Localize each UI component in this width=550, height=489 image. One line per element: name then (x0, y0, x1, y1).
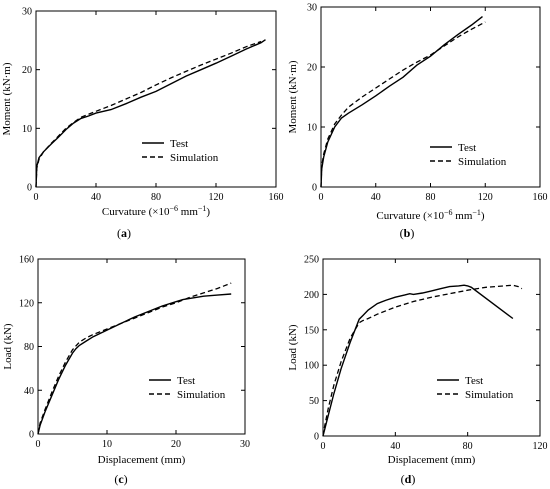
y-tick-label: 0 (312, 183, 317, 194)
y-axis-label: Load (kN) (287, 324, 299, 370)
x-tick-label: 40 (91, 192, 101, 203)
x-tick-label: 10 (102, 439, 112, 450)
caption-letter: c (118, 472, 124, 486)
x-tick-label: 20 (171, 439, 181, 450)
legend-label: Simulation (465, 389, 514, 401)
x-axis-label-part: mm (453, 210, 473, 222)
legend-label: Test (465, 375, 483, 387)
x-axis-label-part: −1 (198, 204, 207, 213)
series-line-test (37, 293, 232, 435)
x-axis-label-part: mm (178, 206, 198, 218)
x-axis-label: Curvature (×10−6 mm−1) (376, 208, 485, 222)
y-tick-label: 160 (19, 255, 34, 266)
legend-label: Test (170, 138, 188, 150)
panel-caption: (a) (117, 226, 131, 240)
y-axis-label: Moment (kN·m) (1, 62, 13, 135)
panel-caption: (b) (400, 226, 415, 240)
x-tick-label: 120 (478, 192, 493, 203)
y-tick-label: 250 (304, 255, 319, 266)
legend-label: Test (458, 142, 476, 154)
x-axis-label-part: −6 (444, 208, 453, 217)
x-tick-label: 40 (390, 441, 400, 452)
y-tick-label: 0 (27, 183, 32, 194)
x-tick-label: 160 (533, 192, 548, 203)
y-tick-label: 150 (304, 325, 319, 336)
panel-caption: (d) (401, 472, 416, 486)
x-axis-label-part: Displacement (mm) (98, 454, 186, 466)
y-tick-label: 40 (24, 386, 34, 397)
series-line-test (322, 284, 514, 437)
x-tick-label: 0 (36, 439, 41, 450)
x-tick-label: 40 (371, 192, 381, 203)
plot-frame (320, 6, 541, 188)
caption-letter: d (405, 472, 412, 486)
caption-open: ( (114, 472, 118, 486)
x-axis-label-part: −6 (170, 204, 179, 213)
y-axis-label: Moment (kN·m) (287, 60, 299, 133)
x-axis-label-part: ) (481, 210, 485, 222)
y-tick-label: 0 (314, 432, 319, 443)
y-axis-label: Load (kN) (2, 323, 14, 369)
y-tick-label: 120 (19, 298, 34, 309)
x-tick-label: 0 (321, 441, 326, 452)
legend-label: Simulation (458, 156, 507, 168)
series-line-simulation (37, 282, 232, 435)
caption-open: ( (117, 226, 121, 240)
caption-letter: b (404, 226, 411, 240)
x-tick-label: 0 (34, 192, 39, 203)
x-tick-label: 80 (426, 192, 436, 203)
x-tick-label: 30 (240, 439, 250, 450)
series-line-simulation (322, 284, 523, 437)
x-axis-label-part: Curvature (×10 (376, 210, 444, 222)
y-tick-label: 10 (307, 123, 317, 134)
x-axis-label-part: Curvature (×10 (102, 206, 170, 218)
chart-panel: 0 40 80 120 160 0 10 20 30 Moment (kN·m) Curvature… (1, 7, 284, 241)
legend-label: Simulation (170, 152, 219, 164)
caption-close: ) (124, 472, 128, 486)
series-line-simulation (35, 40, 262, 188)
plot-frame (35, 10, 277, 188)
x-axis-label: Curvature (×10−6 mm−1) (102, 204, 211, 218)
x-axis-label-part: ) (206, 206, 210, 218)
caption-close: ) (410, 226, 414, 240)
legend-label: Simulation (177, 389, 226, 401)
x-axis-label-part: Displacement (mm) (388, 454, 476, 466)
series-line-test (320, 16, 483, 188)
panel-caption: (c) (114, 472, 127, 486)
y-tick-label: 30 (22, 7, 32, 18)
x-axis-label-part: −1 (472, 208, 481, 217)
series-line-simulation (320, 21, 486, 188)
y-tick-label: 20 (22, 65, 32, 76)
y-tick-label: 0 (29, 430, 34, 441)
y-tick-label: 100 (304, 361, 319, 372)
x-tick-label: 80 (151, 192, 161, 203)
caption-open: ( (401, 472, 405, 486)
x-axis-label: Displacement (mm) (388, 454, 476, 466)
x-tick-label: 120 (209, 192, 224, 203)
y-tick-label: 30 (307, 3, 317, 14)
series-line-test (35, 39, 266, 188)
caption-close: ) (411, 472, 415, 486)
y-tick-label: 80 (24, 342, 34, 353)
caption-open: ( (400, 226, 404, 240)
x-axis-label: Displacement (mm) (98, 454, 186, 466)
y-tick-label: 20 (307, 63, 317, 74)
y-tick-label: 10 (22, 124, 32, 135)
plot-frame (37, 258, 246, 435)
x-tick-label: 160 (269, 192, 284, 203)
y-tick-label: 50 (309, 396, 319, 407)
chart-panel: 0 10 20 30 0 40 80 120 160 Load (kN) Displacement … (2, 255, 250, 487)
plot-frame (322, 258, 541, 437)
y-tick-label: 200 (304, 290, 319, 301)
chart-panel: 0 40 80 120 160 0 10 20 30 Moment (kN·m) Curvature… (287, 3, 548, 241)
caption-letter: a (121, 226, 127, 240)
legend-label: Test (177, 375, 195, 387)
chart-panel: 0 40 80 120 0 50 100 150 200 250 Load (kN) Displace… (287, 255, 548, 487)
caption-close: ) (127, 226, 131, 240)
x-tick-label: 0 (319, 192, 324, 203)
x-tick-label: 120 (533, 441, 548, 452)
x-tick-label: 80 (463, 441, 473, 452)
